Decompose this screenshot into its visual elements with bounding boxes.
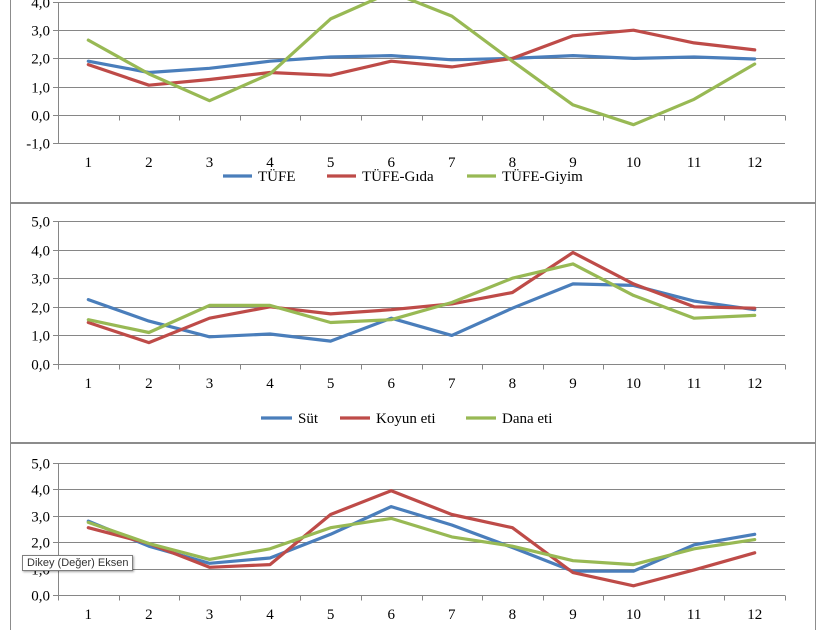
y-tick-label: 3,0 <box>31 24 50 40</box>
y-tick-label: 1,0 <box>31 329 50 345</box>
series-line-3 <box>86 0 757 127</box>
x-tick-label: 4 <box>266 376 274 392</box>
y-tick-label: 4,0 <box>31 244 50 260</box>
y-tick-label: 3,0 <box>31 272 50 288</box>
chart-frame <box>10 0 816 203</box>
x-tick-label: 6 <box>387 376 395 392</box>
legend-label: Koyun eti <box>376 411 436 427</box>
legend-label: Dana eti <box>502 411 552 427</box>
x-tick-label: 1 <box>85 376 93 392</box>
y-tick-label: 0,0 <box>31 358 50 374</box>
x-tick-label: 2 <box>145 607 153 623</box>
x-tick-label: 7 <box>448 376 456 392</box>
x-tick-label: 12 <box>747 376 762 392</box>
x-tick-label: 3 <box>206 376 214 392</box>
x-tick-label: 10 <box>626 607 641 623</box>
x-tick-label: 8 <box>509 607 517 623</box>
x-tick-label: 8 <box>509 376 517 392</box>
series-line-3 <box>86 516 757 567</box>
x-tick-label: 3 <box>206 155 214 171</box>
x-tick-label: 9 <box>569 155 577 171</box>
x-tick-label: 11 <box>687 376 701 392</box>
series-line-2 <box>86 489 757 588</box>
x-tick-label: 9 <box>569 607 577 623</box>
x-tick-label: 11 <box>687 155 701 171</box>
x-tick-label: 9 <box>569 376 577 392</box>
legend-label: TÜFE-Giyim <box>502 168 583 185</box>
x-tick-label: 4 <box>266 607 274 623</box>
chart-frame <box>10 443 816 630</box>
y-tick-label: -1,0 <box>26 137 50 153</box>
x-tick-label: 3 <box>206 607 214 623</box>
y-tick-label: 4,0 <box>31 0 50 12</box>
x-tick-label: 6 <box>387 155 395 171</box>
x-tick-label: 8 <box>509 155 517 171</box>
x-tick-label: 10 <box>626 376 641 392</box>
x-tick-label: 2 <box>145 155 153 171</box>
y-tick-label: 5,0 <box>31 457 50 473</box>
x-tick-label: 1 <box>85 607 93 623</box>
x-tick-label: 7 <box>448 155 456 171</box>
y-tick-label: 0,0 <box>31 589 50 605</box>
y-tick-label: 2,0 <box>31 301 50 317</box>
y-tick-label: 3,0 <box>31 510 50 526</box>
y-tick-label: 1,0 <box>31 81 50 97</box>
x-tick-label: 11 <box>687 607 701 623</box>
series-line-2 <box>86 250 757 345</box>
x-tick-label: 5 <box>327 607 335 623</box>
y-tick-label: 2,0 <box>31 52 50 68</box>
x-tick-label: 6 <box>387 607 395 623</box>
y-tick-label: 5,0 <box>31 215 50 231</box>
x-tick-label: 2 <box>145 376 153 392</box>
x-tick-label: 1 <box>85 155 93 171</box>
series-line-2 <box>86 28 757 87</box>
y-tick-label: 0,0 <box>31 109 50 125</box>
x-tick-label: 10 <box>626 155 641 171</box>
series-line-3 <box>86 262 757 335</box>
series-line-1 <box>86 54 757 75</box>
x-tick-label: 7 <box>448 607 456 623</box>
x-tick-label: 4 <box>266 155 274 171</box>
legend-label: TÜFE-Gıda <box>362 168 434 185</box>
x-tick-label: 12 <box>747 607 762 623</box>
legend-label: Süt <box>298 411 319 427</box>
x-tick-label: 5 <box>327 376 335 392</box>
x-tick-label: 5 <box>327 155 335 171</box>
y-tick-label: 4,0 <box>31 483 50 499</box>
axis-tooltip: Dikey (Değer) Eksen <box>22 555 134 571</box>
y-tick-label: 2,0 <box>31 536 50 552</box>
series-line-1 <box>86 505 757 573</box>
x-tick-label: 12 <box>747 155 762 171</box>
legend-label: TÜFE <box>258 168 296 185</box>
